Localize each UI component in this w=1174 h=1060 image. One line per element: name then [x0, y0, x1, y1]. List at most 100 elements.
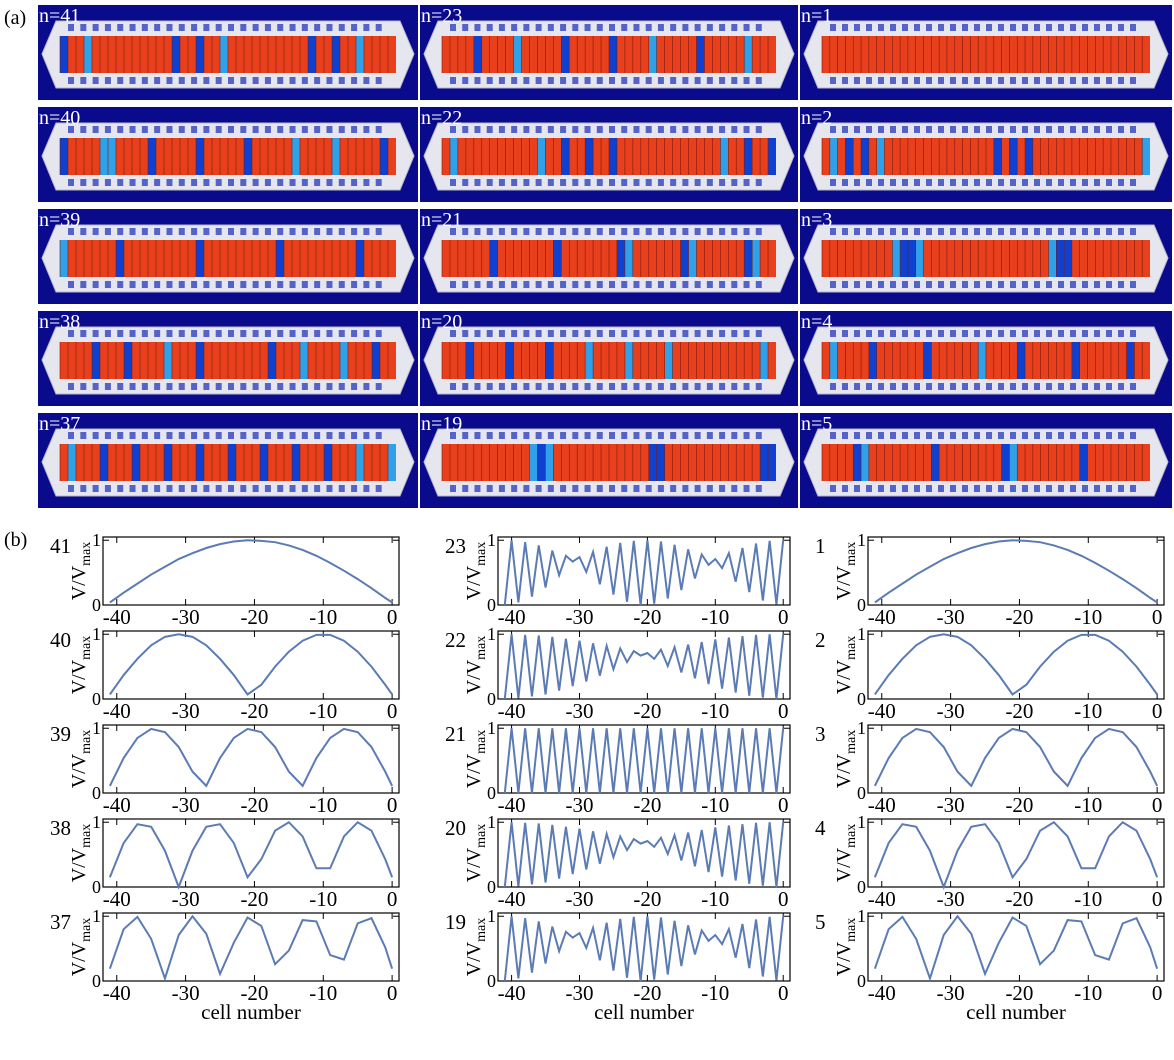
comb-top [962, 330, 968, 337]
comb-bottom [178, 485, 185, 492]
comb-top [633, 432, 640, 439]
data-line [503, 822, 785, 888]
comb-bottom [609, 179, 615, 186]
comb-bottom [166, 281, 173, 288]
comb-bottom [80, 77, 87, 84]
y-label-main: V/V [833, 659, 855, 694]
cell-cyan [220, 36, 228, 73]
comb-top [731, 330, 738, 337]
y-label-main: V/V [68, 659, 90, 694]
comb-bottom [584, 179, 591, 186]
comb-bottom [117, 281, 124, 288]
comb-bottom [203, 281, 210, 288]
comb-bottom [191, 281, 198, 288]
comb-top [1130, 432, 1136, 439]
comb-top [166, 330, 173, 337]
comb-top [80, 228, 87, 235]
cell-blue [648, 444, 657, 481]
comb-bottom [621, 281, 628, 288]
comb-top [252, 228, 259, 235]
comb-bottom [104, 383, 111, 390]
comb-top [902, 126, 908, 133]
comb-bottom [1046, 485, 1052, 492]
comb-bottom [228, 383, 234, 390]
comb-bottom [731, 179, 738, 186]
comb-bottom [670, 77, 677, 84]
comb-top [104, 228, 111, 235]
comb-top [1130, 24, 1136, 31]
cell-cyan [829, 342, 838, 379]
cell-cyan [449, 138, 458, 175]
comb-top [1010, 126, 1016, 133]
cell-blue [1071, 342, 1080, 379]
comb-top [914, 126, 920, 133]
comb-bottom [338, 281, 345, 288]
comb-top [1058, 330, 1064, 337]
comb-bottom [498, 383, 505, 390]
comb-bottom [462, 77, 469, 84]
comb-top [755, 432, 762, 439]
comb-top [191, 330, 198, 337]
comb-top [719, 330, 726, 337]
comb-top [1046, 126, 1052, 133]
comb-bottom [535, 77, 542, 84]
y-label-main: V/V [463, 941, 485, 976]
comb-bottom [633, 77, 640, 84]
comb-bottom [228, 485, 234, 492]
comb-top [547, 330, 554, 337]
comb-top [645, 432, 652, 439]
comb-bottom [962, 485, 968, 492]
x-tick-label: -40 [868, 699, 896, 723]
x-tick-label: 0 [387, 887, 398, 911]
cell-blue [553, 240, 562, 277]
comb-bottom [203, 485, 210, 492]
cell-blue [1056, 240, 1065, 277]
comb-bottom [462, 383, 469, 390]
comb-bottom [486, 281, 493, 288]
comb-bottom [1118, 77, 1124, 84]
x-tick-label: -40 [498, 699, 526, 723]
y-label-main: V/V [833, 847, 855, 882]
comb-bottom [1058, 179, 1064, 186]
y-axis-label: V/Vmax [463, 824, 489, 883]
comb-bottom [474, 179, 481, 186]
comb-top [755, 228, 762, 235]
comb-top [141, 126, 148, 133]
y-label-main: V/V [68, 565, 90, 600]
cell-blue [228, 444, 236, 481]
comb-top [68, 126, 74, 133]
comb-top [363, 24, 370, 31]
cell-cyan [1048, 240, 1057, 277]
comb-top [289, 330, 296, 337]
comb-bottom [523, 383, 530, 390]
x-tick-label: -30 [172, 887, 200, 911]
y-label-sub: max [79, 542, 94, 566]
comb-top [878, 432, 884, 439]
comb-bottom [1094, 383, 1100, 390]
comb-bottom [986, 77, 992, 84]
comb-top [92, 24, 99, 31]
comb-top [743, 432, 750, 439]
comb-bottom [682, 281, 689, 288]
comb-top [80, 330, 87, 337]
comb-top [511, 24, 518, 31]
comb-bottom [706, 281, 713, 288]
cell-blue [1079, 444, 1088, 481]
comb-top [326, 228, 333, 235]
y-label-sub: max [474, 824, 489, 848]
comb-bottom [621, 77, 628, 84]
comb-bottom [902, 281, 908, 288]
plot-frame [497, 818, 791, 888]
line-chart: -40 -30 -20 -10 0 0 1 4 V/Vmax [815, 812, 1165, 911]
comb-top [1034, 228, 1040, 235]
comb-bottom [92, 281, 99, 288]
comb-top [289, 228, 296, 235]
x-tick-label: -20 [240, 605, 268, 629]
x-tick-label: -20 [240, 699, 268, 723]
comb-top [1106, 330, 1112, 337]
x-tick-label: -10 [701, 793, 729, 817]
comb-top [596, 432, 603, 439]
x-tick-label: -10 [309, 699, 337, 723]
comb-top [842, 126, 848, 133]
comb-top [682, 330, 689, 337]
